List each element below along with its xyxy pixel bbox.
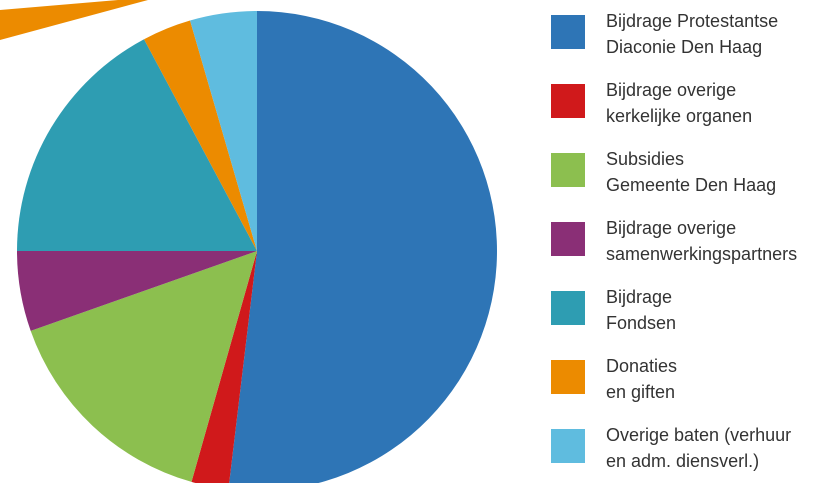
legend-label: Subsidies Gemeente Den Haag (606, 149, 777, 195)
legend-label: Bijdrage Protestantse Diaconie Den Haag (606, 11, 779, 57)
legend-label: Donaties en giften (606, 356, 678, 402)
legend-label: Bijdrage overige kerkelijke organen (606, 80, 753, 126)
pie-slice (190, 11, 257, 251)
pie-slice (30, 251, 258, 482)
pie-slice (229, 11, 497, 483)
legend-item: Donaties en giften (551, 353, 832, 422)
legend-swatch (551, 429, 585, 463)
legend-item: Bijdrage Fondsen (551, 284, 832, 353)
legend-item: Overige baten (verhuur en adm. diensverl… (551, 422, 832, 491)
legend-item: Subsidies Gemeente Den Haag (551, 146, 832, 215)
pie (17, 11, 497, 483)
pie-slice (17, 251, 257, 331)
legend-swatch (551, 153, 585, 187)
legend: Bijdrage Protestantse Diaconie Den Haag B… (551, 8, 832, 491)
pie-slice (144, 20, 257, 252)
pie-slice (17, 39, 257, 251)
legend-label: Overige baten (verhuur en adm. diensverl… (606, 425, 792, 471)
legend-swatch (551, 291, 585, 325)
legend-item: Bijdrage overige samenwerkingspartners (551, 215, 832, 284)
legend-label: Bijdrage overige samenwerkingspartners (606, 218, 798, 264)
legend-label: Bijdrage Fondsen (606, 287, 677, 333)
pie-slice (191, 251, 257, 483)
legend-swatch (551, 15, 585, 49)
legend-swatch (551, 84, 585, 118)
legend-item: Bijdrage Protestantse Diaconie Den Haag (551, 8, 832, 77)
legend-item: Bijdrage overige kerkelijke organen (551, 77, 832, 146)
legend-swatch (551, 222, 585, 256)
legend-swatch (551, 360, 585, 394)
decoration (0, 0, 148, 40)
